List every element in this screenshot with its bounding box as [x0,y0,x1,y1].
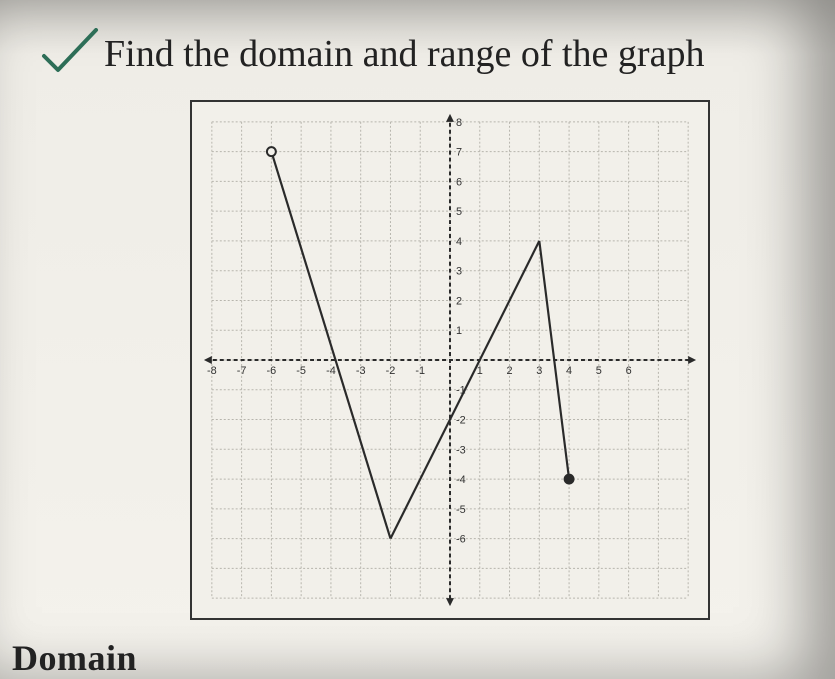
svg-text:-6: -6 [267,365,277,377]
svg-text:2: 2 [506,365,512,377]
svg-text:-3: -3 [456,444,466,456]
svg-text:3: 3 [536,365,542,377]
svg-text:-2: -2 [386,365,396,377]
graph-svg: -8-7-6-5-4-3-2-112345612345678-1-2-3-4-5… [192,102,708,618]
svg-text:5: 5 [456,206,462,218]
svg-text:3: 3 [456,266,462,278]
svg-text:-7: -7 [237,365,247,377]
svg-text:4: 4 [566,365,572,377]
svg-text:5: 5 [596,365,602,377]
svg-text:-8: -8 [207,365,217,377]
svg-text:7: 7 [456,147,462,159]
svg-text:-6: -6 [456,534,466,546]
svg-text:-4: -4 [326,365,336,377]
svg-text:-4: -4 [456,474,466,486]
worksheet-page: Find the domain and range of the graph -… [0,0,835,679]
svg-text:-3: -3 [356,365,366,377]
svg-text:-2: -2 [456,415,466,427]
graph-frame: -8-7-6-5-4-3-2-112345612345678-1-2-3-4-5… [190,100,710,620]
svg-text:6: 6 [456,176,462,188]
svg-text:-1: -1 [415,365,425,377]
check-mark-icon [40,28,100,76]
svg-text:6: 6 [626,365,632,377]
svg-text:4: 4 [456,236,462,248]
svg-text:8: 8 [456,117,462,129]
svg-text:1: 1 [456,325,462,337]
svg-text:-5: -5 [296,365,306,377]
svg-text:2: 2 [456,295,462,307]
prompt-row: Find the domain and range of the graph [40,28,825,76]
cutoff-word: Domain [12,637,137,679]
svg-text:-5: -5 [456,504,466,516]
prompt-text: Find the domain and range of the graph [104,34,704,76]
